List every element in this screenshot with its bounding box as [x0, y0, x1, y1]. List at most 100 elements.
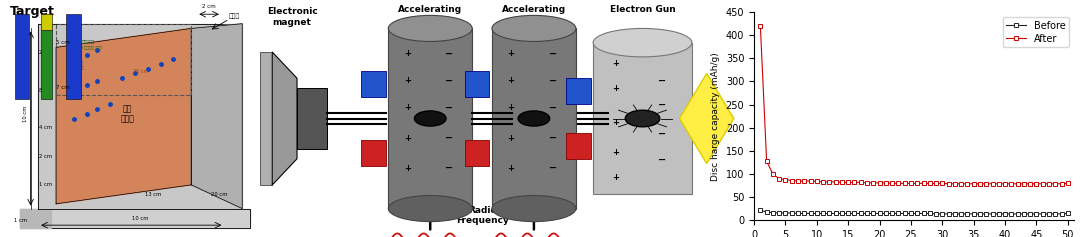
After	[810, 180, 824, 183]
Before	[967, 213, 980, 215]
Before	[854, 212, 867, 215]
Circle shape	[414, 111, 446, 126]
Polygon shape	[56, 28, 191, 204]
After	[905, 182, 918, 185]
Bar	[66, 14, 80, 100]
Before	[860, 212, 873, 215]
After	[829, 181, 842, 183]
Before	[1061, 212, 1074, 215]
Text: 고정핀: 고정핀	[229, 14, 240, 19]
After	[854, 181, 867, 184]
After	[797, 180, 810, 182]
Text: 13 cm: 13 cm	[144, 192, 162, 197]
Polygon shape	[191, 24, 242, 209]
Text: 75 cm: 75 cm	[132, 68, 148, 74]
Before	[829, 212, 842, 215]
After	[822, 181, 835, 183]
Text: +: +	[404, 164, 410, 173]
After	[1049, 182, 1062, 185]
Before	[930, 213, 943, 215]
Bar	[41, 30, 52, 100]
Text: 2 cm: 2 cm	[202, 5, 216, 9]
Text: +: +	[612, 173, 618, 182]
Bar	[297, 88, 327, 149]
Text: −: −	[549, 133, 557, 143]
After	[779, 178, 792, 181]
Polygon shape	[679, 73, 733, 164]
Ellipse shape	[492, 15, 576, 41]
Before	[885, 212, 898, 215]
Before	[766, 211, 779, 214]
Bar	[566, 133, 590, 159]
Text: +: +	[508, 76, 514, 85]
Text: 샘플
구리판: 샘플 구리판	[120, 104, 135, 123]
After	[817, 181, 830, 183]
Before	[948, 213, 961, 215]
After	[986, 182, 999, 185]
After	[885, 182, 898, 185]
Before	[804, 212, 817, 215]
Text: −: −	[659, 129, 666, 139]
After	[936, 182, 949, 185]
Text: +: +	[508, 49, 514, 58]
After	[923, 182, 936, 185]
Text: Radio
Frequency: Radio Frequency	[456, 206, 509, 225]
Ellipse shape	[388, 196, 472, 222]
Before	[1043, 213, 1056, 215]
Bar	[41, 14, 52, 30]
After	[1018, 182, 1031, 185]
After	[1005, 182, 1018, 185]
Text: −: −	[549, 76, 557, 86]
Text: −: −	[445, 103, 454, 113]
Before	[786, 212, 799, 214]
After	[961, 182, 974, 185]
After	[848, 181, 861, 184]
Y-axis label: Disc harge capacity (mAh/g): Disc harge capacity (mAh/g)	[711, 52, 720, 181]
Text: Accelerating
cavity: Accelerating cavity	[398, 5, 462, 24]
Before	[998, 213, 1011, 215]
Bar	[361, 140, 386, 166]
Before	[961, 213, 974, 215]
Text: Target: Target	[10, 5, 55, 18]
Text: 5 cm: 5 cm	[55, 40, 69, 46]
After	[910, 182, 923, 185]
Before	[923, 212, 936, 215]
Text: −: −	[659, 155, 666, 165]
Text: 2 cm: 2 cm	[39, 50, 52, 55]
Text: 4 cm: 4 cm	[39, 125, 52, 131]
Polygon shape	[38, 24, 242, 209]
Text: +: +	[404, 76, 410, 85]
Text: −: −	[445, 49, 454, 59]
Before	[1055, 213, 1068, 215]
Ellipse shape	[388, 15, 472, 41]
After	[1030, 182, 1043, 185]
After	[993, 182, 1006, 185]
After	[1055, 182, 1068, 185]
Before	[910, 212, 923, 215]
Before	[761, 211, 774, 214]
Before	[1030, 213, 1043, 215]
After	[930, 182, 943, 185]
Legend: Before, After: Before, After	[1003, 17, 1070, 47]
Bar	[464, 140, 489, 166]
Text: Accelerating
cavity: Accelerating cavity	[502, 5, 566, 24]
Before	[773, 212, 786, 214]
After	[998, 182, 1011, 185]
Text: 7 cm: 7 cm	[55, 85, 69, 90]
After	[867, 182, 880, 184]
Line: Before: Before	[758, 209, 1070, 216]
Bar	[361, 71, 386, 97]
Text: −: −	[549, 163, 557, 173]
Polygon shape	[21, 209, 51, 228]
Ellipse shape	[593, 28, 692, 57]
Before	[754, 209, 767, 212]
Text: −: −	[445, 133, 454, 143]
Before	[1018, 213, 1031, 215]
After	[1011, 182, 1024, 185]
After	[873, 182, 886, 184]
Before	[1005, 213, 1018, 215]
Text: −: −	[549, 103, 557, 113]
After	[1043, 182, 1056, 185]
After	[842, 181, 855, 184]
Text: −: −	[445, 163, 454, 173]
